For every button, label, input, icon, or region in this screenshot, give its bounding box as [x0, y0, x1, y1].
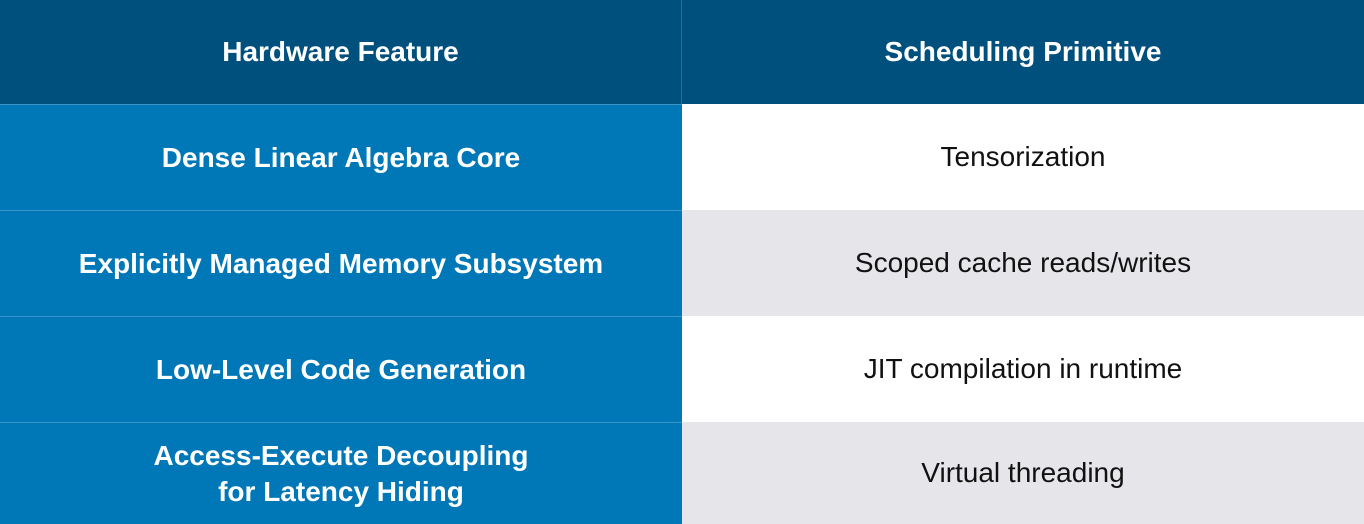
header-scheduling-primitive: Scheduling Primitive [682, 0, 1364, 104]
row-feature: Explicitly Managed Memory Subsystem [0, 210, 682, 316]
row-feature: Low-Level Code Generation [0, 316, 682, 422]
row-primitive: Scoped cache reads/writes [682, 210, 1364, 316]
row-primitive: Virtual threading [682, 422, 1364, 524]
row-primitive: JIT compilation in runtime [682, 316, 1364, 422]
row-feature: Access-Execute Decoupling for Latency Hi… [153, 439, 529, 507]
header-hardware-feature: Hardware Feature [0, 0, 682, 104]
row-primitive: Tensorization [682, 104, 1364, 210]
row-feature: Dense Linear Algebra Core [0, 104, 682, 210]
row-feature-container: Access-Execute Decoupling for Latency Hi… [0, 422, 682, 524]
